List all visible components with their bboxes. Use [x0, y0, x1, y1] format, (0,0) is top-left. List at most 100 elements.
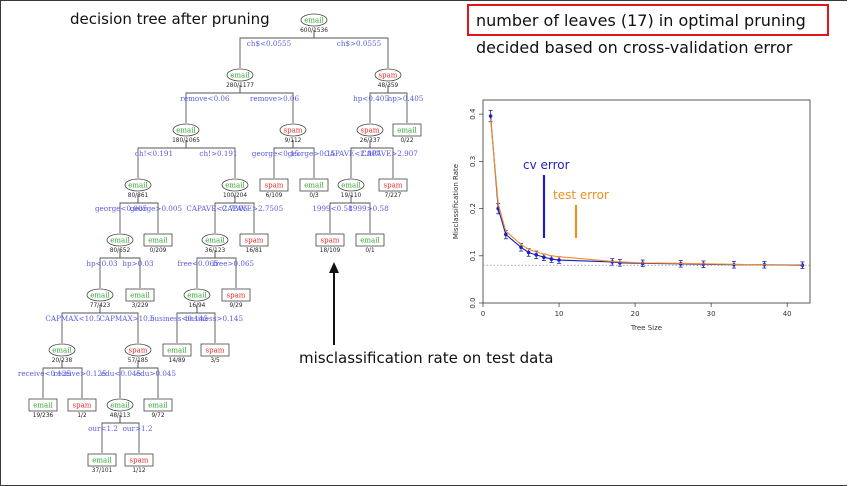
cv-error-point: [542, 255, 546, 260]
tree-edge: [350, 140, 371, 178]
y-tick-label: 0.0: [469, 297, 477, 308]
y-tick-label: 0.4: [469, 108, 477, 120]
node-ellipse: [221, 178, 249, 192]
tree-split-node: email 180/1065: [172, 123, 200, 144]
tree-leaf-node: spam 16/81: [239, 233, 269, 254]
tree-split-node: email 19/110: [337, 178, 365, 199]
tree-leaf-node: spam 1/12: [124, 453, 154, 474]
split-label: ch!>0.191: [199, 149, 237, 158]
node-ellipse: [374, 68, 402, 82]
leaf-box: [239, 233, 269, 247]
split-label: hp>0.03: [122, 259, 154, 268]
node-counts: 16/81: [246, 248, 263, 254]
node-class-label: email: [225, 182, 245, 190]
node-counts: 0/3: [309, 193, 319, 199]
node-counts: 600/1536: [300, 28, 328, 34]
node-counts: 48/113: [110, 413, 131, 419]
split-label: ch$<0.0555: [247, 39, 292, 48]
y-axis-label: Misclassification Rate: [452, 164, 460, 239]
tree-edge: [214, 250, 237, 288]
leaf-box: [125, 288, 155, 302]
tree-edge: [137, 195, 159, 233]
node-class-label: email: [360, 237, 380, 245]
node-counts: 9/29: [229, 303, 242, 309]
split-label: hp>0.405: [388, 94, 424, 103]
node-counts: 37/101: [92, 468, 113, 474]
node-ellipse: [183, 288, 211, 302]
split-label: business>0.145: [185, 314, 244, 323]
bottom-caption: misclassification rate on test data: [299, 349, 554, 367]
pointer-arrow-head: [329, 262, 339, 273]
split-label: 1999>0.58: [348, 204, 389, 213]
tree-leaf-node: email 9/72: [143, 398, 173, 419]
node-counts: 3/5: [210, 358, 220, 364]
tree-split-node: spam 48/359: [374, 68, 402, 89]
x-tick-label: 40: [783, 310, 792, 318]
tree-split-node: spam 9/112: [279, 123, 307, 144]
node-class-label: spam: [361, 127, 380, 135]
node-ellipse: [106, 233, 134, 247]
node-class-label: email: [52, 347, 72, 355]
node-class-label: email: [230, 72, 250, 80]
leaf-box: [200, 343, 230, 357]
node-counts: 80/652: [110, 248, 131, 254]
split-label: george>0.15: [288, 149, 336, 158]
leaf-box: [392, 123, 422, 137]
tree-edge: [369, 140, 394, 178]
x-tick-label: 10: [555, 310, 564, 318]
node-counts: 26/337: [360, 138, 381, 144]
tree-leaf-node: spam 3/5: [200, 343, 230, 364]
node-ellipse: [226, 68, 254, 82]
tree-edge: [273, 140, 294, 178]
split-label: CAPMAX<10.5: [45, 314, 101, 323]
tree-edge: [99, 305, 139, 343]
node-counts: 6/109: [266, 193, 283, 199]
split-label: george<0.005: [95, 204, 147, 213]
node-counts: 9/72: [151, 413, 164, 419]
split-label: edu<0.045: [101, 369, 142, 378]
leaf-box: [87, 453, 117, 467]
node-class-label: spam: [73, 402, 92, 410]
split-label: CAPAVE<2.907: [324, 149, 381, 158]
split-label: 1999<0.58: [312, 204, 353, 213]
tree-nodes: email 600/1536 email 280/1177 spam 48/359 emai…: [28, 13, 422, 474]
node-class-label: email: [176, 127, 196, 135]
split-label: ch!<0.191: [135, 149, 173, 158]
node-class-label: email: [187, 292, 207, 300]
tree-split-node: email 77/423: [86, 288, 114, 309]
node-counts: 14/89: [169, 358, 186, 364]
node-counts: 1/2: [77, 413, 87, 419]
split-label: hp<0.03: [86, 259, 118, 268]
node-counts: 0/209: [150, 248, 167, 254]
cv-error-annotation: cv error: [523, 158, 570, 172]
tree-leaf-node: spam 7/227: [378, 178, 408, 199]
tree-leaf-node: email 0/3: [299, 178, 329, 199]
tree-leaf-node: email 37/101: [87, 453, 117, 474]
leaf-box: [28, 398, 58, 412]
node-ellipse: [172, 123, 200, 137]
y-tick-label: 0.3: [469, 156, 477, 167]
node-class-label: spam: [130, 457, 149, 465]
tree-split-node: spam 57/185: [124, 343, 152, 364]
tree-split-node: email 36/123: [201, 233, 229, 254]
node-counts: 18/109: [320, 248, 341, 254]
cv-error-point: [534, 253, 539, 257]
tree-edge: [196, 305, 216, 343]
tree-leaf-node: email 14/89: [162, 343, 192, 364]
node-counts: 1/12: [132, 468, 145, 474]
cv-error-point: [557, 258, 561, 262]
leaf-box: [143, 398, 173, 412]
node-class-label: email: [33, 402, 53, 410]
tree-edge: [239, 85, 294, 123]
node-class-label: spam: [265, 182, 284, 190]
leaf-box: [124, 453, 154, 467]
node-class-label: email: [341, 182, 361, 190]
node-class-label: spam: [245, 237, 264, 245]
split-label: receive<0.125: [18, 369, 72, 378]
leaf-box: [221, 288, 251, 302]
node-class-label: email: [92, 457, 112, 465]
node-ellipse: [124, 178, 152, 192]
tree-edge: [292, 140, 315, 178]
tree-leaf-node: spam 1/2: [67, 398, 97, 419]
